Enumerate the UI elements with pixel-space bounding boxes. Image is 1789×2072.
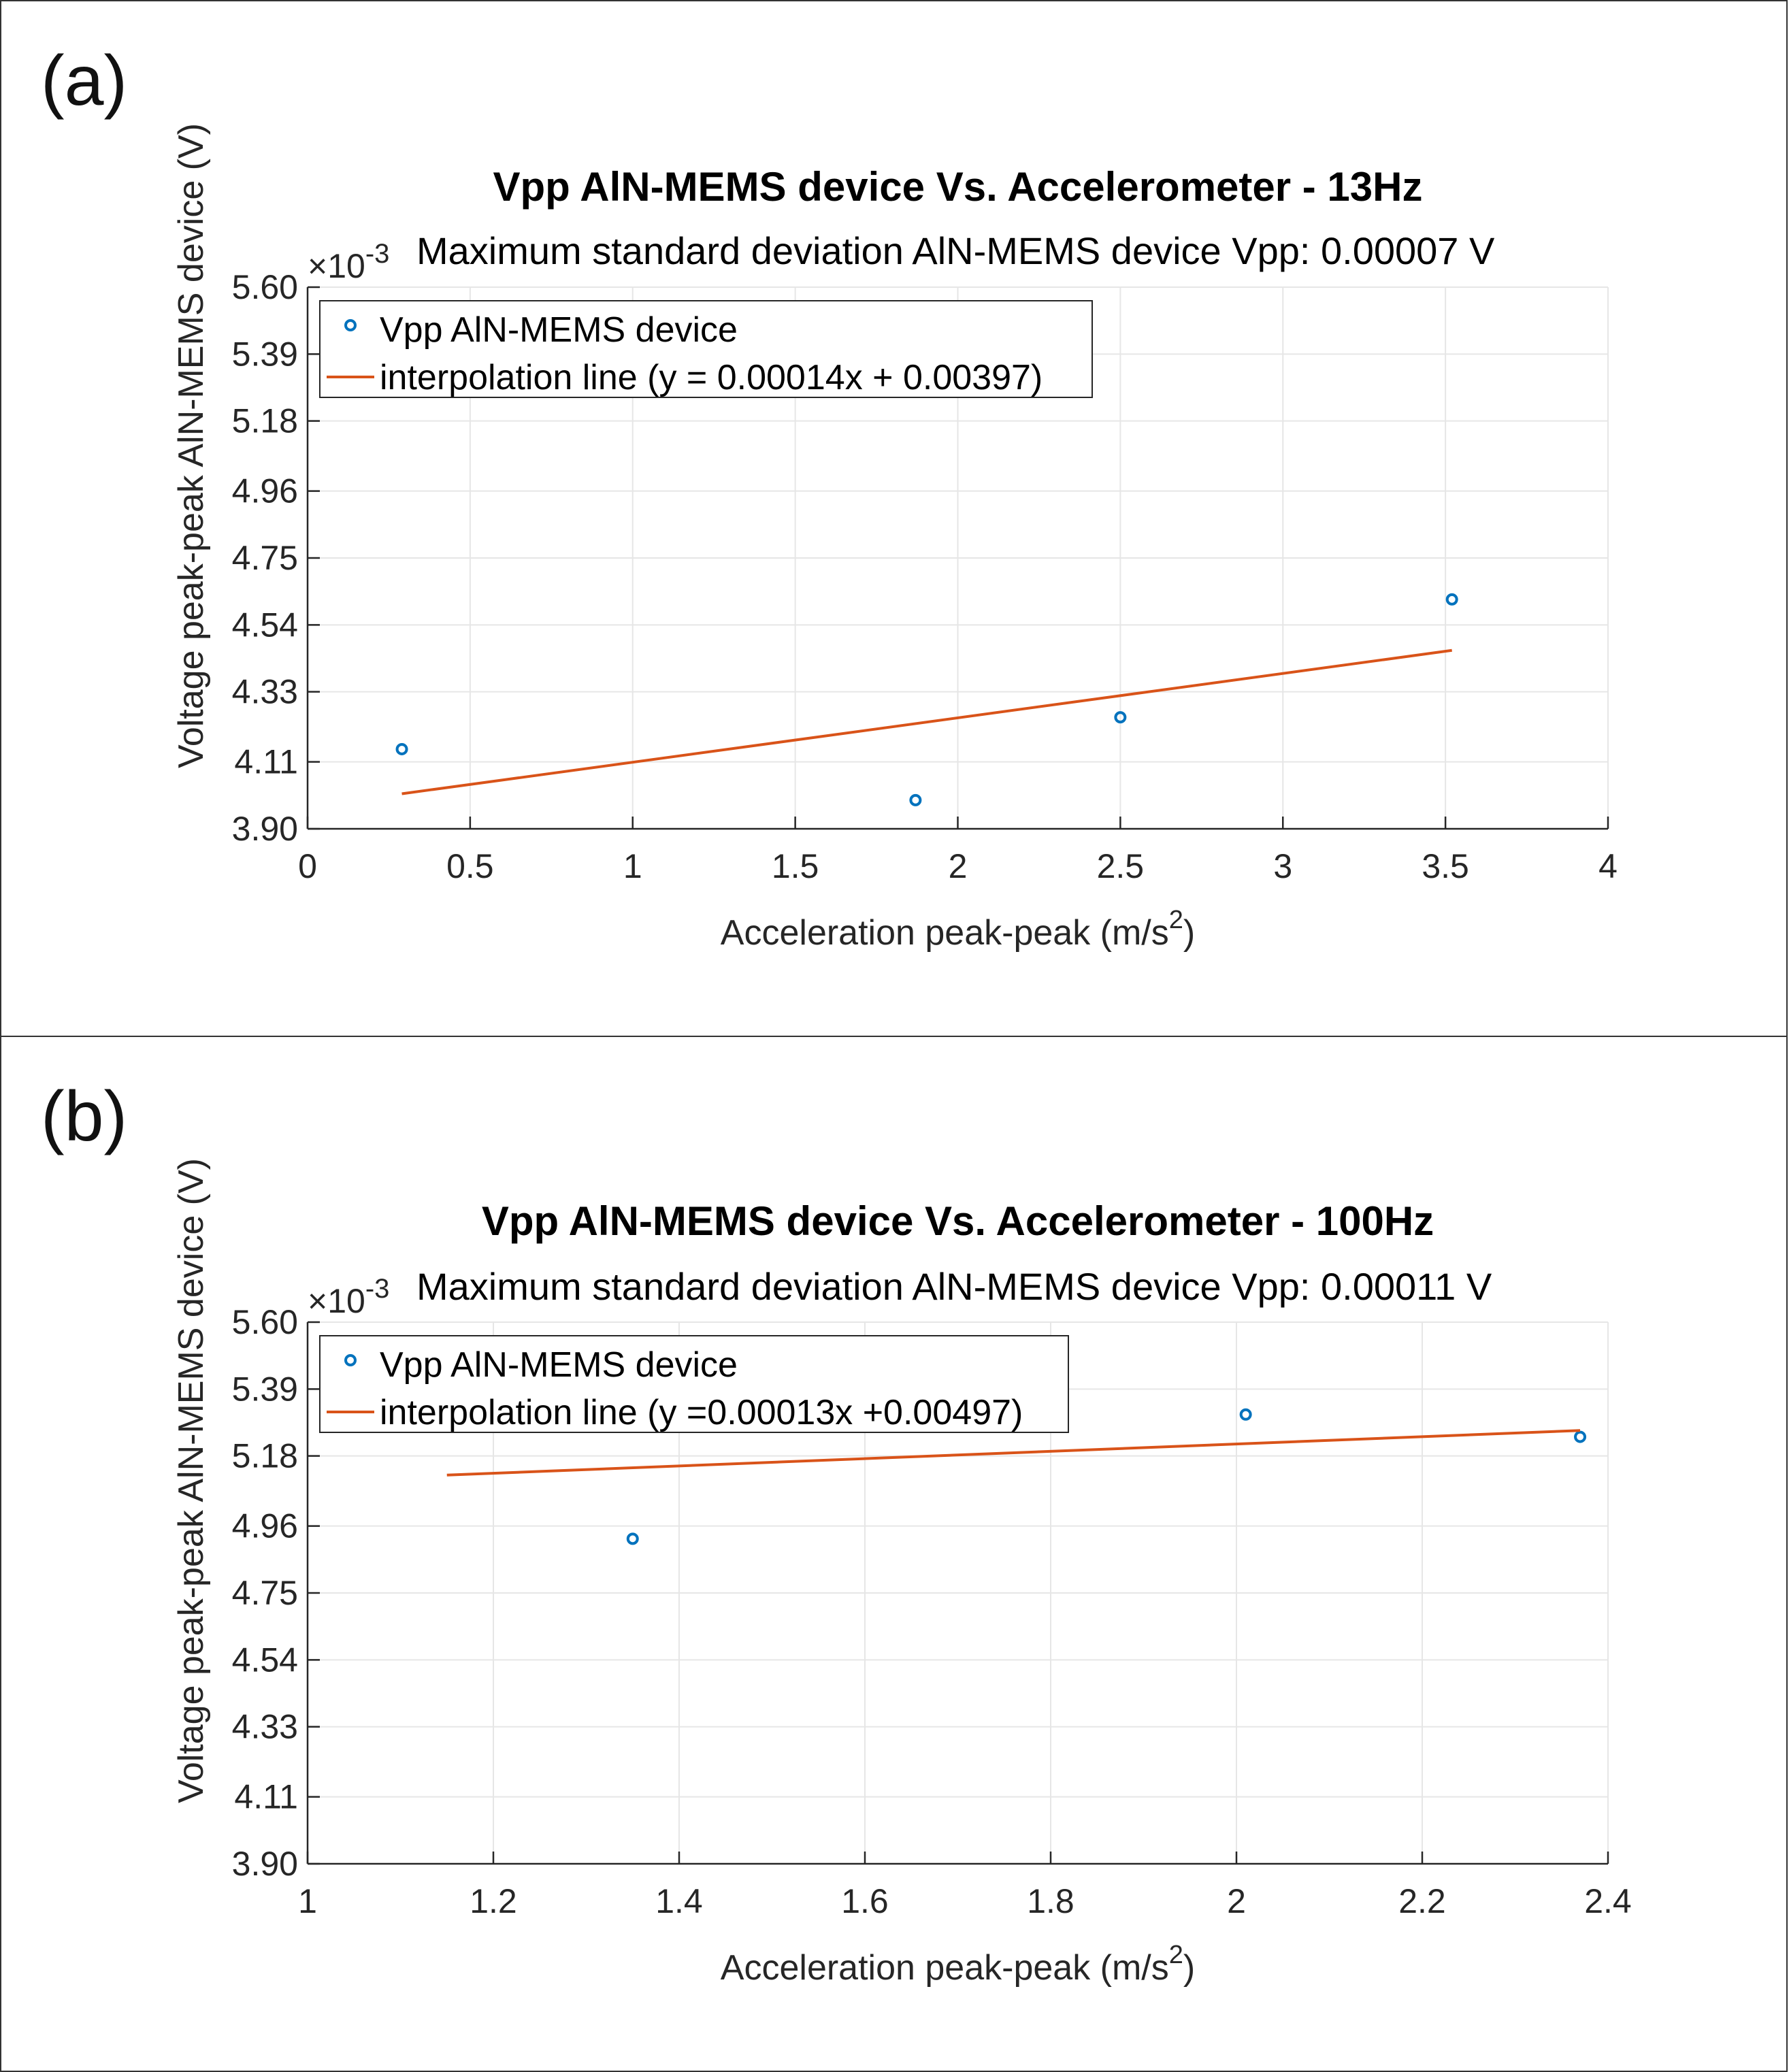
x-axis-label: Acceleration peak-peak (m/s2) [721,906,1195,953]
y-tick-label: 5.18 [232,402,298,440]
y-tick-label: 4.33 [232,1708,298,1746]
interpolation-line [401,648,1452,795]
legend-entry-label: Vpp AlN-MEMS device [380,310,738,350]
data-point [626,1532,639,1545]
x-tick-label: 1.4 [655,1882,703,1920]
x-tick-label: 0 [298,847,317,885]
x-tick-label: 1.5 [772,847,819,885]
y-tick-label: 4.11 [234,1778,298,1816]
y-tick-label: 4.11 [234,743,298,781]
y-tick-label: 5.39 [232,335,298,373]
data-point [395,742,408,755]
y-axis-label: Voltage peak-peak AlN-MEMS device (V) [171,123,211,768]
y-tick-label: 5.39 [232,1370,298,1408]
x-tick-label: 1.6 [841,1882,889,1920]
data-point [1114,711,1127,724]
y-tick-label: 4.54 [232,606,298,644]
x-tick-label: 2 [1227,1882,1246,1920]
x-tick-label: 1.2 [470,1882,517,1920]
panel-label-b: (b) [41,1077,128,1156]
y-tick-label: 3.90 [232,1845,298,1883]
x-tick-label: 1 [298,1882,317,1920]
x-tick-label: 0.5 [446,847,494,885]
y-tick-label: 4.96 [232,1507,298,1545]
legend-box [319,1335,1069,1433]
data-point [909,793,922,806]
x-tick-label: 2.2 [1398,1882,1446,1920]
y-tick-label: 4.54 [232,1641,298,1679]
legend-marker-swatch [344,319,357,331]
y-tick-label: 5.60 [232,268,298,306]
y-axis-label: Voltage peak-peak AlN-MEMS device (V) [171,1158,211,1803]
x-tick-label: 1.8 [1027,1882,1074,1920]
chart-b: 1 1.2 1.4 1.6 1.8 2 2.2 2.4 3.90 4.11 4.33 4.54 4.75… [171,1158,1632,1988]
y-tick-label: 4.96 [232,472,298,510]
chart-subtitle: Maximum standard deviation AlN-MEMS devi… [416,1265,1492,1308]
y-tick-label: 4.33 [232,673,298,711]
y-exponent-label: ×10-3 [308,1274,389,1320]
data-point [1574,1430,1587,1443]
y-tick-label: 4.75 [232,539,298,577]
panel-label-a: (a) [41,42,128,120]
chart-subtitle: Maximum standard deviation AlN-MEMS devi… [416,229,1495,272]
x-axis-label: Acceleration peak-peak (m/s2) [721,1941,1195,1988]
y-tick-label: 4.75 [232,1574,298,1612]
y-tick-label: 3.90 [232,810,298,848]
x-tick-label: 2 [949,847,968,885]
data-point [1239,1408,1252,1421]
x-tick-label: 2.4 [1584,1882,1632,1920]
x-tick-label: 3 [1273,847,1292,885]
x-tick-label: 3.5 [1422,847,1469,885]
legend-box [319,300,1093,398]
chart-title: Vpp AlN-MEMS device Vs. Accelerometer - … [493,164,1423,210]
chart-a: 0 0.5 1 1.5 2 2.5 3 3.5 4 3.90 4.11 4.33 4.54 4.75 4.9… [171,123,1618,953]
chart-title: Vpp AlN-MEMS device Vs. Accelerometer - … [482,1198,1434,1244]
x-tick-label: 4 [1598,847,1618,885]
x-tick-label: 1 [623,847,642,885]
y-tick-label: 5.60 [232,1303,298,1341]
legend-entry-label: interpolation line (y =0.00013x +0.00497… [380,1393,1023,1432]
y-tick-label: 5.18 [232,1437,298,1475]
legend-entry-label: Vpp AlN-MEMS device [380,1345,738,1385]
legend-marker-swatch [344,1354,357,1366]
x-tick-label: 2.5 [1097,847,1145,885]
data-point [1445,593,1458,606]
legend-entry-label: interpolation line (y = 0.00014x + 0.003… [380,358,1043,397]
y-exponent-label: ×10-3 [308,239,389,285]
interpolation-line [446,1429,1581,1477]
